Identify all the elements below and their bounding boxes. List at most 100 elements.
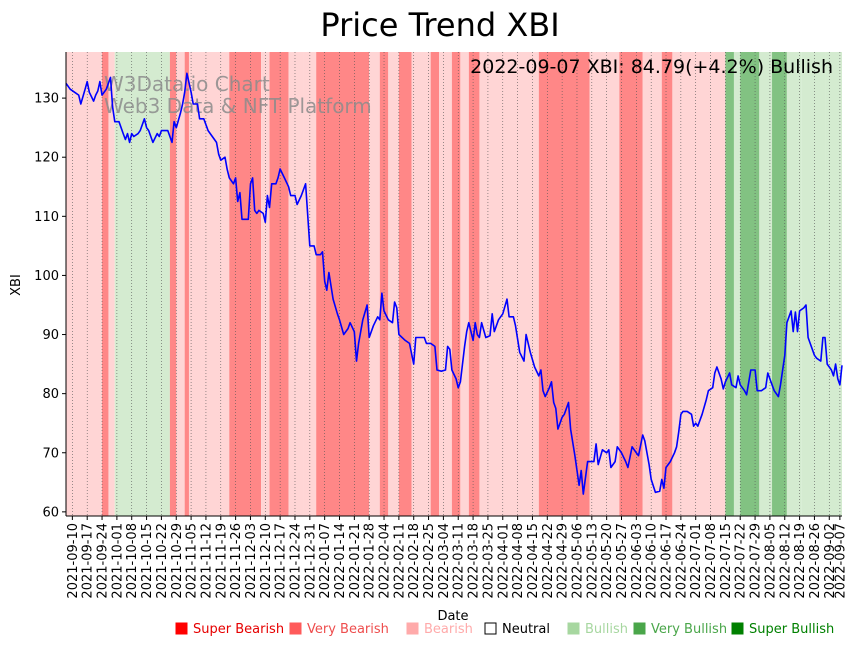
sentiment-band xyxy=(725,52,760,516)
y-tick-label: 70 xyxy=(42,446,59,461)
x-tick-label: 2022-07-29 xyxy=(749,523,764,599)
x-tick-label: 2022-04-15 xyxy=(526,523,541,599)
legend: Super Bearish Very Bearish Bearish Neutral B… xyxy=(175,622,834,637)
x-tick-label: 2022-06-10 xyxy=(645,523,660,599)
sentiment-band xyxy=(672,52,726,516)
x-tick-label: 2022-05-06 xyxy=(570,523,585,599)
x-tick-label: 2022-09-07 xyxy=(833,523,848,599)
x-tick-label: 2021-10-22 xyxy=(155,523,170,599)
legend-swatch xyxy=(567,622,580,635)
x-tick-label: 2022-08-26 xyxy=(808,523,823,599)
y-tick-label: 110 xyxy=(34,210,59,225)
x-tick-label: 2021-09-17 xyxy=(81,523,96,599)
x-tick-label: 2022-03-25 xyxy=(481,523,496,599)
y-tick-label: 100 xyxy=(34,269,59,284)
sentiment-band xyxy=(772,52,787,516)
sentiment-band xyxy=(460,52,469,516)
sentiment-band xyxy=(733,52,741,516)
x-tick-label: 2021-10-08 xyxy=(125,523,140,599)
sentiment-band xyxy=(388,52,399,516)
x-tick-label: 2021-11-12 xyxy=(199,523,214,599)
legend-label: Bearish xyxy=(424,622,473,637)
sentiment-band xyxy=(411,52,431,516)
x-tick-label: 2021-09-24 xyxy=(96,523,111,599)
sentiment-band xyxy=(825,52,842,516)
x-tick-label: 2021-11-19 xyxy=(214,523,229,599)
x-tick-label: 2021-12-10 xyxy=(259,523,274,599)
sentiment-band xyxy=(102,52,109,516)
sentiment-band xyxy=(269,52,289,516)
x-tick-label: 2022-08-12 xyxy=(778,523,793,599)
sentiment-band xyxy=(439,52,452,516)
y-tick-label: 90 xyxy=(42,328,59,343)
x-axis-label: Date xyxy=(437,609,468,624)
x-tick-label: 2022-01-07 xyxy=(318,523,333,599)
x-tick-label: 2022-06-24 xyxy=(674,523,689,599)
x-tick-label: 2022-07-01 xyxy=(689,523,704,599)
sentiment-band xyxy=(468,52,480,516)
x-tick-label: 2022-03-11 xyxy=(452,523,467,599)
x-tick-label: 2022-01-21 xyxy=(348,523,363,599)
x-tick-label: 2021-10-29 xyxy=(170,523,185,599)
x-tick-label: 2021-12-17 xyxy=(274,523,289,599)
x-tick-label: 2021-09-10 xyxy=(66,523,81,599)
x-tick-label: 2022-07-15 xyxy=(719,523,734,599)
price-line xyxy=(65,72,843,495)
sentiment-band xyxy=(398,52,412,516)
y-tick-label: 60 xyxy=(42,505,59,520)
legend-swatch xyxy=(731,622,744,635)
sentiment-band xyxy=(316,52,370,516)
sentiment-band xyxy=(369,52,380,516)
y-tick-label: 130 xyxy=(34,92,59,107)
legend-swatch xyxy=(406,622,419,635)
sentiment-band xyxy=(759,52,773,516)
x-tick-label: 2021-12-24 xyxy=(288,523,303,599)
sentiment-band xyxy=(786,52,802,516)
x-tick-label: 2022-01-28 xyxy=(363,523,378,599)
sentiment-band xyxy=(538,52,590,516)
x-tick-label: 2022-07-22 xyxy=(734,523,749,599)
x-tick-label: 2022-03-04 xyxy=(437,523,452,599)
watermark-line-2: Web3 Data & NFT Platform xyxy=(104,94,372,118)
y-axis-ticks: 60 70 80 90 100 110 120 130 xyxy=(34,92,66,520)
legend-label: Very Bullish xyxy=(651,622,727,637)
sentiment-band xyxy=(642,52,662,516)
sentiment-band xyxy=(661,52,673,516)
sentiment-bands xyxy=(66,52,842,516)
legend-label: Bullish xyxy=(585,622,628,637)
legend-label: Super Bullish xyxy=(749,622,834,637)
x-tick-label: 2022-05-20 xyxy=(600,523,615,599)
legend-label: Neutral xyxy=(502,622,550,637)
sentiment-band xyxy=(430,52,440,516)
x-tick-label: 2022-09-02 xyxy=(823,523,838,599)
x-axis-ticks: 2021-09-10 2021-09-17 2021-09-24 2021-10-01… xyxy=(66,516,848,599)
x-tick-label: 2022-01-14 xyxy=(333,523,348,599)
sentiment-band xyxy=(288,52,304,516)
legend-label: Super Bearish xyxy=(193,622,284,637)
x-tick-label: 2022-04-08 xyxy=(511,523,526,599)
chart-title: Price Trend XBI xyxy=(320,6,559,44)
sentiment-band xyxy=(479,52,539,516)
sentiment-band xyxy=(451,52,461,516)
x-tick-label: 2022-02-11 xyxy=(392,523,407,599)
x-tick-label: 2021-11-26 xyxy=(229,523,244,599)
x-tick-label: 2022-07-08 xyxy=(704,523,719,599)
x-tick-label: 2022-04-29 xyxy=(556,523,571,599)
sentiment-band xyxy=(176,52,185,516)
sentiment-band xyxy=(229,52,262,516)
series-line-xbi xyxy=(65,72,843,495)
y-axis-label: XBI xyxy=(9,274,24,296)
x-tick-label: 2021-12-31 xyxy=(303,523,318,599)
x-tick-label: 2022-02-25 xyxy=(422,523,437,599)
x-tick-label: 2022-02-04 xyxy=(378,523,393,599)
latest-price-annotation: 2022-09-07 XBI: 84.79(+4.2%) Bullish xyxy=(470,56,833,78)
x-tick-label: 2022-06-17 xyxy=(660,523,675,599)
sentiment-band xyxy=(801,52,826,516)
x-tick-label: 2022-05-27 xyxy=(615,523,630,599)
x-tick-label: 2021-11-05 xyxy=(185,523,200,599)
x-tick-label: 2022-03-18 xyxy=(467,523,482,599)
sentiment-band xyxy=(619,52,643,516)
sentiment-band xyxy=(589,52,620,516)
x-tick-label: 2021-10-01 xyxy=(110,523,125,599)
